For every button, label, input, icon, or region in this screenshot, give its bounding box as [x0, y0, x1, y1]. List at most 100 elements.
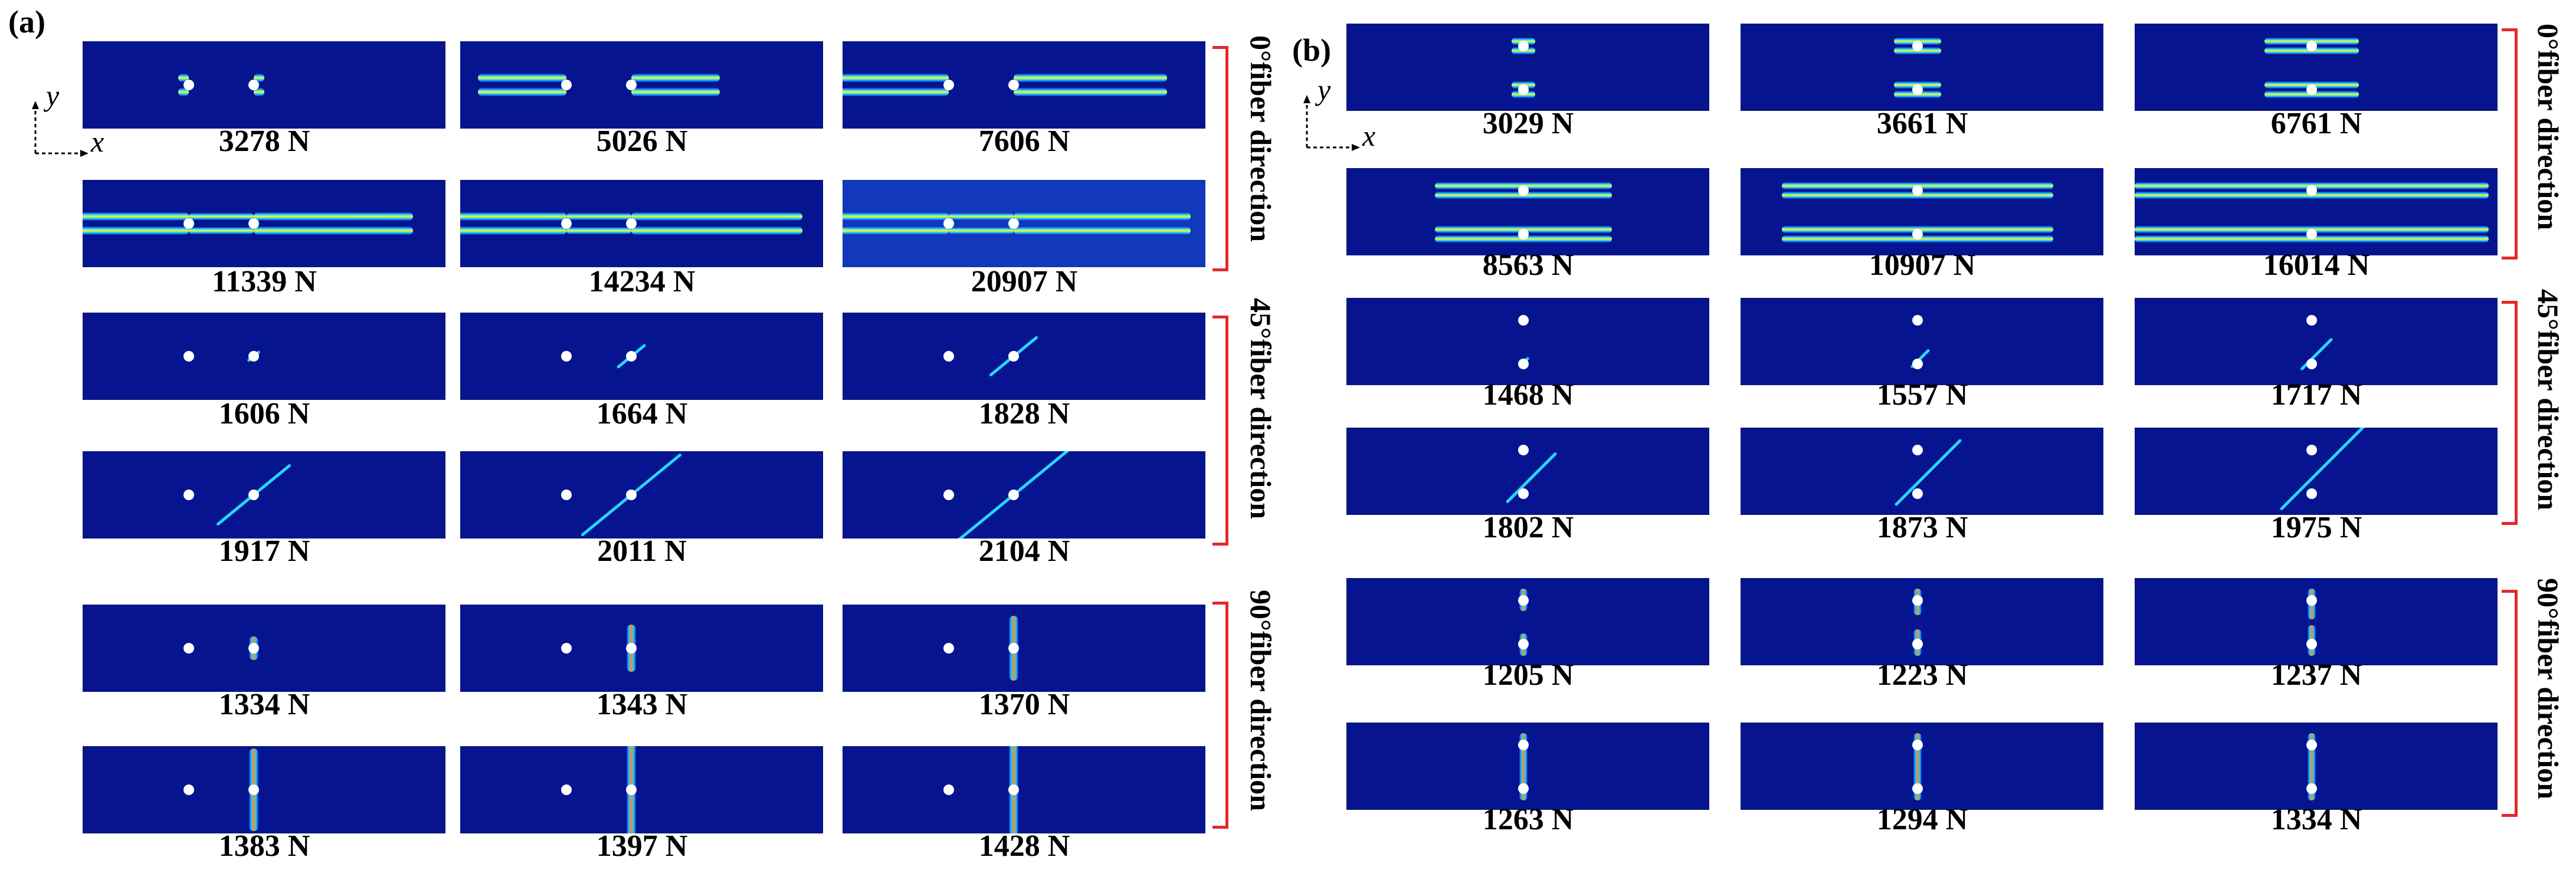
- hole-marker: [2306, 41, 2317, 51]
- hole-marker: [561, 643, 572, 654]
- damage-band: [843, 212, 949, 221]
- hole-marker: [248, 80, 259, 90]
- damage-band: [460, 212, 566, 221]
- crack-line: [1895, 439, 1962, 506]
- contour-frame: [1346, 723, 1709, 810]
- x-axis-label: x: [1362, 119, 1376, 152]
- damage-band: [843, 74, 949, 82]
- load-caption: 1428 N: [978, 829, 1070, 863]
- damage-contour: [83, 212, 413, 235]
- contour-frame: [2135, 24, 2498, 111]
- damage-contour: [1912, 589, 1923, 656]
- hole-marker: [248, 351, 259, 362]
- damage-contour: [943, 451, 1070, 539]
- hole-marker: [2306, 595, 2317, 606]
- damage-contour: [561, 344, 646, 369]
- contour-frame: [1741, 168, 2103, 255]
- load-caption: 11339 N: [212, 265, 317, 298]
- damage-band: [189, 213, 254, 220]
- damage-band: [178, 74, 189, 82]
- hole-marker: [626, 643, 637, 654]
- hole-marker: [1518, 41, 1529, 51]
- load-caption: 1557 N: [1876, 378, 1968, 412]
- damage-contour: [183, 350, 260, 362]
- damage-contour: [2306, 589, 2317, 656]
- hole-marker: [183, 218, 194, 229]
- hole-marker: [183, 351, 194, 362]
- hole-marker: [1912, 229, 1923, 239]
- damage-contour: [1506, 445, 1557, 503]
- contour-frame: [460, 313, 823, 400]
- hole-marker: [1008, 784, 1019, 795]
- contour-frame: [2135, 723, 2498, 810]
- hole-marker: [248, 643, 259, 654]
- hole-marker: [1912, 639, 1923, 649]
- contour-frame: [460, 41, 823, 129]
- hole-marker: [943, 218, 954, 229]
- damage-band: [631, 74, 720, 82]
- contour-frame: [83, 180, 445, 267]
- fiber-direction-label: 90°fiber direction: [1244, 590, 1277, 812]
- hole-marker: [1008, 351, 1019, 362]
- load-caption: 8563 N: [1482, 248, 1574, 282]
- panel-label: (a): [8, 4, 45, 40]
- hole-marker: [1008, 80, 1019, 90]
- damage-contour: [2280, 428, 2365, 510]
- load-caption: 5026 N: [596, 124, 688, 158]
- hole-marker: [2306, 229, 2317, 239]
- damage-contour: [1518, 733, 1529, 800]
- x-axis-label: x: [91, 125, 104, 158]
- damage-band: [949, 213, 1014, 220]
- contour-frame: [460, 605, 823, 692]
- load-caption: 1975 N: [2270, 511, 2362, 544]
- contour-frame: [83, 313, 445, 400]
- load-caption: 10907 N: [1869, 248, 1976, 282]
- load-caption: 1223 N: [1876, 658, 1968, 692]
- hole-marker: [1912, 84, 1923, 95]
- load-caption: 1263 N: [1482, 803, 1574, 836]
- contour-frame: [2135, 298, 2498, 385]
- contour-frame: [460, 451, 823, 539]
- damage-band: [254, 74, 264, 82]
- hole-marker: [626, 490, 637, 500]
- load-caption: 1334 N: [218, 688, 310, 721]
- hole-marker: [2306, 783, 2317, 794]
- damage-band: [1014, 226, 1191, 235]
- hole-marker: [248, 784, 259, 795]
- damage-band: [1014, 74, 1167, 82]
- contour-frame: [1346, 428, 1709, 515]
- damage-contour: [2264, 38, 2359, 98]
- fiber-direction-label: 0°fiber direction: [1244, 35, 1277, 242]
- hole-marker: [2306, 185, 2317, 196]
- damage-band: [254, 226, 413, 235]
- damage-band: [1014, 88, 1167, 96]
- hole-marker: [626, 351, 637, 362]
- hole-marker: [626, 218, 637, 229]
- contour-frame: [1346, 24, 1709, 111]
- damage-contour: [561, 746, 637, 833]
- group-bracket: [2502, 28, 2518, 260]
- group-bracket: [2502, 590, 2518, 817]
- hole-marker: [183, 490, 194, 500]
- damage-contour: [478, 74, 720, 96]
- hole-marker: [1912, 185, 1923, 196]
- hole-marker: [1912, 445, 1923, 455]
- hole-marker: [943, 490, 954, 500]
- damage-band: [631, 226, 802, 235]
- hole-marker: [248, 218, 259, 229]
- damage-contour: [1435, 182, 1612, 242]
- hole-marker: [1518, 229, 1529, 239]
- hole-marker: [1912, 783, 1923, 794]
- damage-band: [254, 88, 264, 96]
- group-bracket: [1212, 602, 1228, 829]
- hole-marker: [2306, 639, 2317, 649]
- hole-marker: [561, 218, 572, 229]
- contour-frame: [843, 313, 1205, 400]
- hole-marker: [1008, 643, 1019, 654]
- damage-contour: [1910, 315, 1930, 369]
- hole-marker: [2306, 488, 2317, 499]
- crack-line: [1506, 452, 1557, 503]
- hole-marker: [943, 784, 954, 795]
- contour-frame: [1741, 723, 2103, 810]
- damage-contour: [1894, 38, 1941, 98]
